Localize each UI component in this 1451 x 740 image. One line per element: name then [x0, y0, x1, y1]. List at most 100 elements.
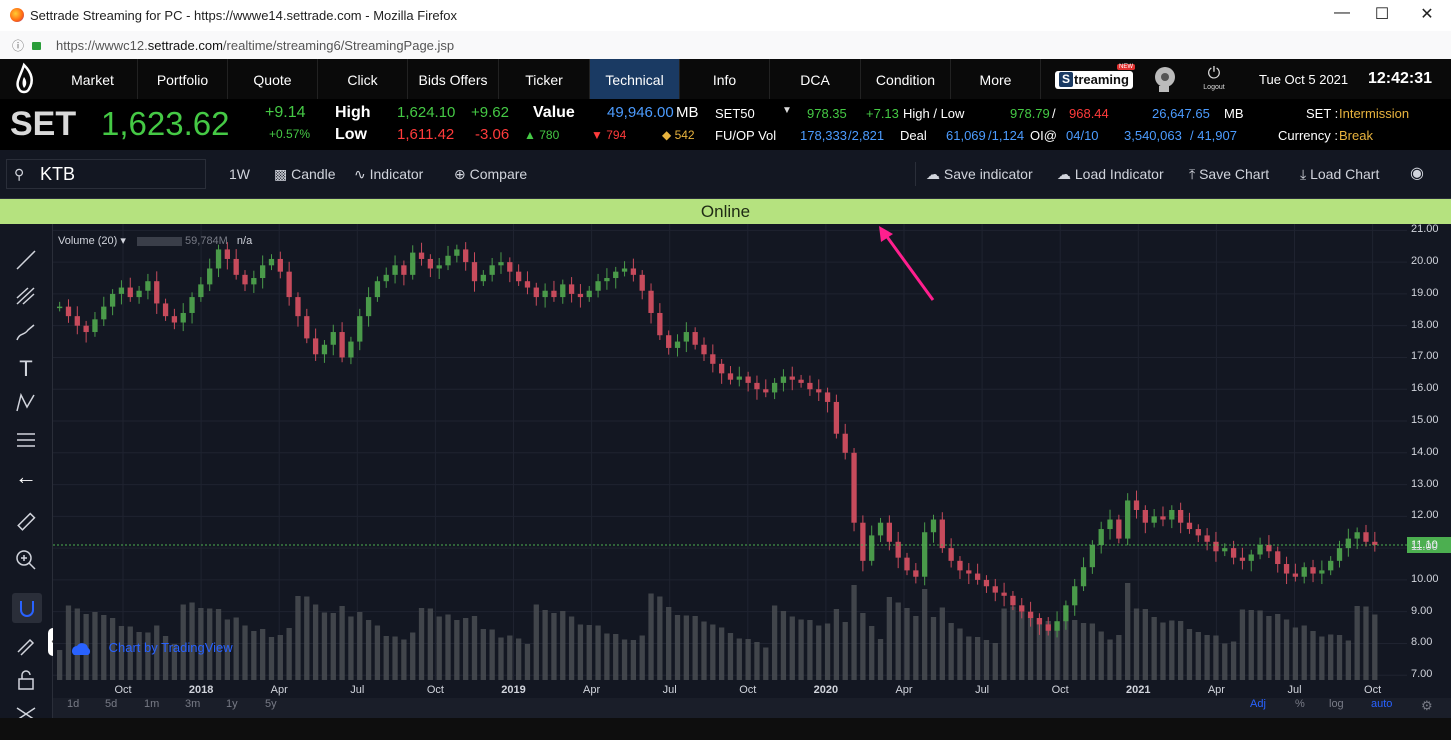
- market-summary: SET 1,623.62 +9.14 +0.57% High 1,624.10 …: [0, 99, 1451, 150]
- volume-bar: [1266, 616, 1272, 680]
- nav-ticker[interactable]: Ticker: [499, 59, 590, 99]
- maximize-button[interactable]: ☐: [1374, 6, 1390, 23]
- x-tick-label: Apr: [270, 684, 288, 696]
- candle-body: [357, 316, 363, 342]
- url-prefix: https://wwwc12.: [56, 38, 148, 53]
- nav-condition[interactable]: Condition: [861, 59, 951, 99]
- volume-bar: [1080, 623, 1087, 680]
- candle-body: [613, 271, 619, 279]
- settrade-logo[interactable]: [0, 59, 48, 99]
- volume-legend: Volume (20) ▾ 59,784M n/a: [58, 234, 252, 247]
- symbol-search[interactable]: ⚲ KTB: [6, 159, 206, 189]
- volume-bar: [913, 616, 919, 680]
- time-axis[interactable]: Oct 2018 Apr Jul Oct 2019 Apr Jul Oct 2020 Apr Jul O…: [53, 680, 1407, 698]
- info-icon[interactable]: ⓘ: [12, 39, 25, 53]
- candle-body: [498, 262, 504, 266]
- candle-body: [1010, 595, 1016, 606]
- range-1d[interactable]: 1d: [67, 698, 80, 710]
- tradingview-watermark[interactable]: Chart by TradingView: [69, 640, 233, 657]
- candle-body: [957, 560, 963, 571]
- volume-bar: [171, 644, 178, 680]
- text-tool-icon[interactable]: T: [19, 356, 33, 381]
- volume-bar: [1125, 583, 1131, 680]
- nav-portfolio[interactable]: Portfolio: [138, 59, 228, 99]
- x-tick-label: Jul: [975, 684, 990, 696]
- camera-icon[interactable]: ◉: [1410, 165, 1424, 182]
- volume-bar: [639, 635, 645, 680]
- volume-bar: [674, 615, 681, 680]
- volume-bar: [877, 639, 884, 680]
- range-1y[interactable]: 1y: [226, 698, 238, 710]
- currency-label: Currency :: [1278, 128, 1338, 143]
- price-chart[interactable]: Volume (20) ▾ 59,784M n/a Chart by Tradi…: [53, 224, 1407, 680]
- nav-bids-offers[interactable]: Bids Offers: [408, 59, 499, 99]
- nav-more[interactable]: More: [951, 59, 1041, 99]
- percent-toggle[interactable]: %: [1295, 698, 1305, 710]
- auto-toggle[interactable]: auto: [1371, 698, 1393, 710]
- fib-tool-icon[interactable]: [14, 284, 38, 308]
- brush-icon[interactable]: [14, 320, 38, 344]
- load-indicator-button[interactable]: ☁ Load Indicator: [1057, 166, 1164, 183]
- prediction-tool-icon[interactable]: [14, 428, 38, 452]
- price-axis[interactable]: 11.10 21.00 20.00 19.00 18.00 17.00 16.00 15.0…: [1407, 223, 1451, 680]
- magnet-icon: [20, 601, 34, 617]
- window-title: Settrade Streaming for PC - https://wwwe…: [30, 8, 457, 23]
- volume-bar: [251, 631, 257, 680]
- legend-controls[interactable]: [136, 236, 182, 246]
- candle-body: [162, 303, 169, 317]
- nav-click[interactable]: Click: [318, 59, 408, 99]
- candle-body: [145, 281, 151, 291]
- head-gear-icon[interactable]: [1150, 64, 1182, 94]
- minimize-button[interactable]: —: [1334, 4, 1350, 21]
- nav-quote[interactable]: Quote: [228, 59, 318, 99]
- log-toggle[interactable]: log: [1329, 698, 1344, 710]
- symbol-input[interactable]: KTB: [40, 164, 76, 184]
- streaming-button[interactable]: S treaming NEW: [1055, 64, 1135, 89]
- save-indicator-button[interactable]: ☁ Save indicator: [926, 166, 1033, 183]
- range-5y[interactable]: 5y: [265, 698, 277, 710]
- candle-button[interactable]: ▩ Candle: [274, 166, 336, 183]
- legend-dropdown-icon[interactable]: ▾: [120, 235, 126, 247]
- save-chart-button[interactable]: ⤒ Save Chart: [1189, 166, 1269, 183]
- candle-body: [886, 522, 893, 542]
- interval-button[interactable]: 1W: [229, 166, 250, 182]
- ruler-icon[interactable]: [14, 510, 38, 534]
- volume-bar: [736, 638, 742, 680]
- oi-value: 3,540,063: [1124, 128, 1182, 143]
- volume-bar: [1213, 635, 1219, 680]
- candle-body: [754, 382, 760, 390]
- indicator-button[interactable]: ∿ Indicator: [354, 166, 423, 183]
- adj-toggle[interactable]: Adj: [1250, 698, 1266, 710]
- close-button[interactable]: ✕: [1420, 6, 1434, 23]
- url-text[interactable]: https://wwwc12.settrade.com/realtime/str…: [56, 38, 454, 53]
- candle-body: [57, 306, 63, 309]
- up-arrow-icon: ▲: [524, 128, 536, 142]
- range-1m[interactable]: 1m: [144, 698, 160, 710]
- compare-button[interactable]: ⊕ Compare: [454, 166, 527, 183]
- load-chart-button[interactable]: ⤓ Load Chart: [1300, 166, 1379, 183]
- range-5d[interactable]: 5d: [105, 698, 118, 710]
- candle-body: [1363, 532, 1369, 542]
- candle-body: [648, 290, 654, 313]
- set50-dropdown-icon[interactable]: ▼: [782, 105, 792, 116]
- logout-button[interactable]: ⏻ Logout: [1198, 65, 1230, 95]
- range-3m[interactable]: 3m: [185, 698, 201, 710]
- trend-line-icon[interactable]: [14, 248, 38, 272]
- magnet-button[interactable]: [12, 593, 42, 623]
- current-price-tag: [1407, 537, 1451, 553]
- back-arrow-icon[interactable]: ←: [15, 464, 37, 489]
- pattern-tool-icon[interactable]: [14, 391, 38, 415]
- url-bar[interactable]: ⓘ https://wwwc12.settrade.com/realtime/s…: [0, 31, 1451, 60]
- zoom-in-icon[interactable]: [14, 548, 38, 572]
- nav-technical[interactable]: Technical: [590, 59, 680, 99]
- nav-dca[interactable]: DCA: [770, 59, 861, 99]
- volume-bar: [586, 625, 592, 680]
- nav-market[interactable]: Market: [48, 59, 138, 99]
- settings-gear-icon[interactable]: ⚙: [1421, 698, 1433, 713]
- nav-info[interactable]: Info: [680, 59, 770, 99]
- lock-pencil-icon[interactable]: [14, 632, 38, 656]
- unlock-icon[interactable]: [14, 668, 38, 692]
- volume-bar: [701, 621, 707, 680]
- candle-body: [339, 332, 345, 358]
- volume-bar: [983, 640, 990, 680]
